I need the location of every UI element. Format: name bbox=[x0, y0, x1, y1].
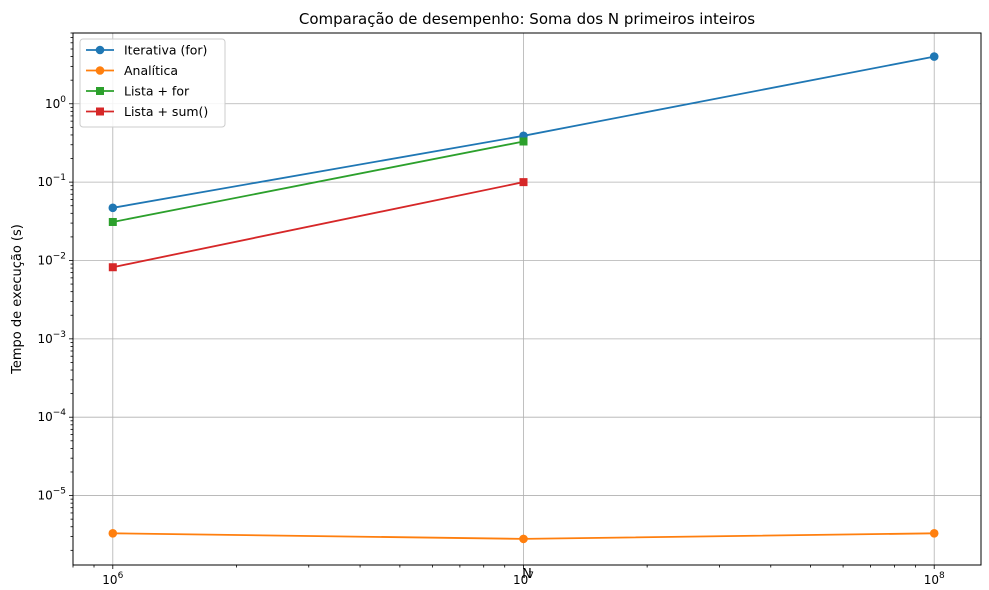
x-axis-label: N bbox=[522, 567, 532, 582]
grid bbox=[73, 33, 981, 565]
y-ticks: 10−5 10−4 10−3 10−2 10−1 100 bbox=[37, 95, 73, 503]
legend-marker bbox=[96, 107, 104, 116]
legend-label: Iterativa (for) bbox=[124, 43, 207, 58]
data-point bbox=[929, 528, 939, 538]
legend-label: Analítica bbox=[124, 63, 178, 78]
series-0 bbox=[108, 52, 939, 213]
legend-box bbox=[79, 38, 226, 128]
chart-title: Comparação de desempenho: Soma dos N pri… bbox=[299, 10, 755, 28]
data-point bbox=[108, 528, 118, 538]
series-3 bbox=[108, 178, 528, 272]
y-tick-label: 10−3 bbox=[37, 330, 66, 346]
data-point bbox=[519, 178, 528, 187]
data-point bbox=[108, 217, 117, 226]
data-point bbox=[519, 137, 528, 146]
series-1 bbox=[108, 528, 939, 544]
legend-marker bbox=[96, 87, 104, 95]
legend-entry: Lista + sum() bbox=[86, 104, 208, 119]
y-tick-label: 10−2 bbox=[37, 251, 66, 267]
series-line bbox=[112, 181, 524, 269]
series-line bbox=[112, 140, 524, 223]
legend-label: Lista + sum() bbox=[124, 104, 208, 119]
y-tick-label: 10−5 bbox=[37, 487, 66, 503]
y-axis-label: Tempo de execução (s) bbox=[10, 224, 25, 375]
data-point bbox=[108, 263, 117, 272]
series-2 bbox=[108, 137, 528, 226]
legend-label: Lista + for bbox=[124, 84, 190, 99]
legend: Iterativa (for) Analítica Lista + for Lista… bbox=[79, 38, 226, 128]
data-point bbox=[108, 203, 118, 213]
x-tick-label: 107 bbox=[513, 571, 534, 587]
x-ticks: 106 107 108 bbox=[102, 565, 945, 587]
legend-entry: Lista + for bbox=[86, 84, 190, 99]
y-tick-label: 100 bbox=[45, 95, 66, 111]
y-tick-label: 10−1 bbox=[37, 173, 66, 189]
legend-marker bbox=[95, 66, 105, 75]
legend-entry: Iterativa (for) bbox=[86, 43, 207, 58]
legend-entry: Analítica bbox=[86, 63, 178, 78]
legend-marker bbox=[95, 45, 105, 55]
data-point bbox=[519, 534, 528, 544]
series-group bbox=[108, 52, 939, 544]
plot-frame bbox=[72, 32, 982, 566]
x-tick-label: 106 bbox=[102, 571, 123, 587]
data-point bbox=[929, 52, 939, 61]
x-tick-label: 108 bbox=[924, 571, 945, 587]
y-tick-label: 10−4 bbox=[37, 408, 66, 424]
